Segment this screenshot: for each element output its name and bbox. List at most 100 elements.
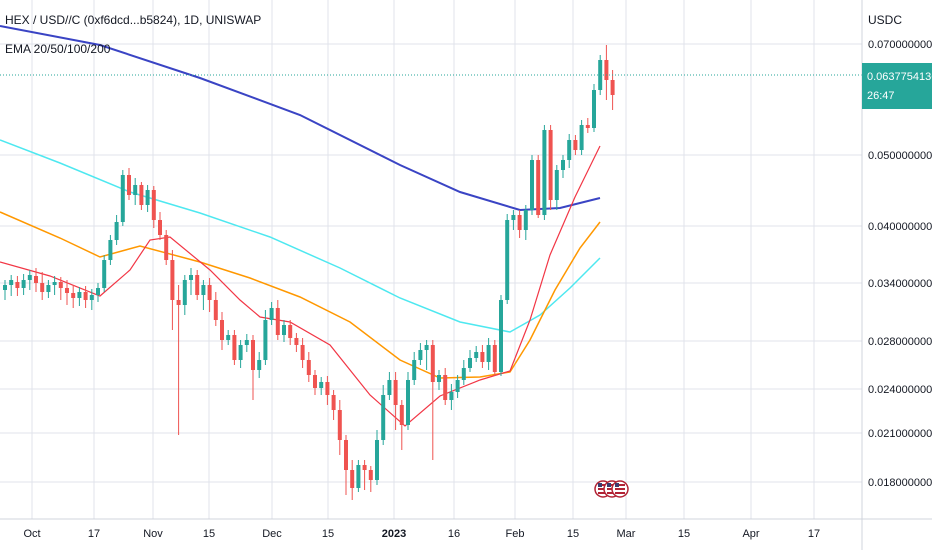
candle [46, 280, 51, 298]
candle [573, 135, 578, 155]
date-tick-label: 15 [567, 528, 579, 540]
us-flag-icon[interactable] [594, 480, 629, 498]
candle [244, 334, 249, 352]
candle [182, 275, 187, 315]
candle [567, 134, 572, 168]
candle [263, 310, 268, 365]
candle [71, 285, 76, 308]
candle [492, 340, 497, 376]
candle [83, 286, 88, 308]
candle [548, 125, 553, 210]
candle [139, 182, 144, 210]
candle [344, 435, 348, 495]
candle [220, 312, 224, 350]
candle [65, 280, 69, 305]
candle [480, 345, 485, 368]
candle [406, 372, 410, 430]
candle [232, 330, 237, 365]
date-tick-label: Nov [143, 528, 163, 540]
ema-20-line [0, 145, 601, 427]
price-badge: 0.0637754136 26:47 [862, 63, 932, 109]
candle [585, 118, 590, 133]
candle [325, 376, 330, 405]
date-tick-label: 17 [88, 528, 100, 540]
candle [468, 350, 472, 372]
price-tick-label: 0.0400000000 [868, 221, 932, 233]
candle [505, 214, 510, 304]
price-badge-countdown: 26:47 [867, 90, 895, 102]
candle [511, 210, 516, 230]
price-tick-label: 0.0340000000 [868, 278, 932, 290]
candle [77, 287, 82, 306]
candle [108, 235, 113, 265]
candle [269, 302, 274, 325]
candle [430, 340, 435, 460]
price-tick-label: 0.0180000000 [868, 477, 932, 489]
price-tick-label: 0.0240000000 [868, 384, 932, 396]
date-tick-label: 15 [203, 528, 215, 540]
candle [387, 372, 392, 400]
candle [350, 460, 355, 500]
ema-lines [0, 25, 601, 427]
candle [213, 292, 218, 326]
candle [251, 335, 255, 400]
candle [381, 385, 386, 445]
candle [151, 186, 156, 228]
currency-label: USDC [868, 13, 902, 27]
candle [604, 45, 609, 100]
ema-50-line [0, 211, 601, 379]
candle [189, 268, 193, 295]
candle [195, 270, 200, 300]
candle [21, 274, 26, 295]
candle [455, 375, 460, 398]
candle [443, 368, 448, 405]
candle [27, 270, 32, 290]
date-tick-label: 17 [808, 528, 820, 540]
candle [34, 268, 38, 292]
candle [554, 165, 559, 210]
candle [158, 212, 162, 240]
candle [337, 400, 342, 455]
candle [58, 277, 63, 300]
ema-200-line [0, 25, 601, 212]
candle [120, 170, 125, 226]
us-flag-icon[interactable] [611, 480, 629, 498]
price-badge-value: 0.0637754136 [867, 71, 932, 83]
price-tick-label: 0.0280000000 [868, 336, 932, 348]
candle [40, 272, 45, 300]
candle [579, 120, 584, 155]
candle [536, 155, 541, 218]
candles [3, 45, 615, 500]
price-axis[interactable]: 0.0700000000 0.0500000000 0.0400000000 0.03… [868, 39, 932, 489]
candle [257, 352, 262, 378]
candle [201, 280, 206, 310]
grid [0, 0, 862, 519]
candle [424, 340, 429, 370]
candle [294, 333, 299, 352]
candle [133, 178, 138, 205]
candle [306, 352, 311, 382]
candle [127, 168, 131, 200]
candle [170, 250, 175, 330]
candle [3, 280, 7, 300]
candle [238, 340, 243, 368]
candle [530, 155, 534, 215]
ema-100-line [0, 139, 601, 333]
candle [368, 466, 373, 492]
candle [275, 300, 280, 340]
price-tick-label: 0.0500000000 [868, 150, 932, 162]
date-tick-label: Apr [742, 528, 759, 540]
date-tick-label: 15 [322, 528, 334, 540]
candle [486, 338, 491, 370]
candle [96, 283, 100, 302]
candle [313, 370, 317, 395]
candle [393, 372, 398, 430]
time-axis[interactable]: Oct 17 Nov 15 Dec 15 2023 16 Feb 15 Mar 15 Apr 17 [23, 528, 820, 540]
date-tick-label: 16 [448, 528, 460, 540]
candle [592, 84, 596, 132]
candle [89, 289, 94, 310]
candle [412, 352, 417, 385]
date-tick-label: Dec [262, 528, 282, 540]
candle [176, 285, 181, 435]
